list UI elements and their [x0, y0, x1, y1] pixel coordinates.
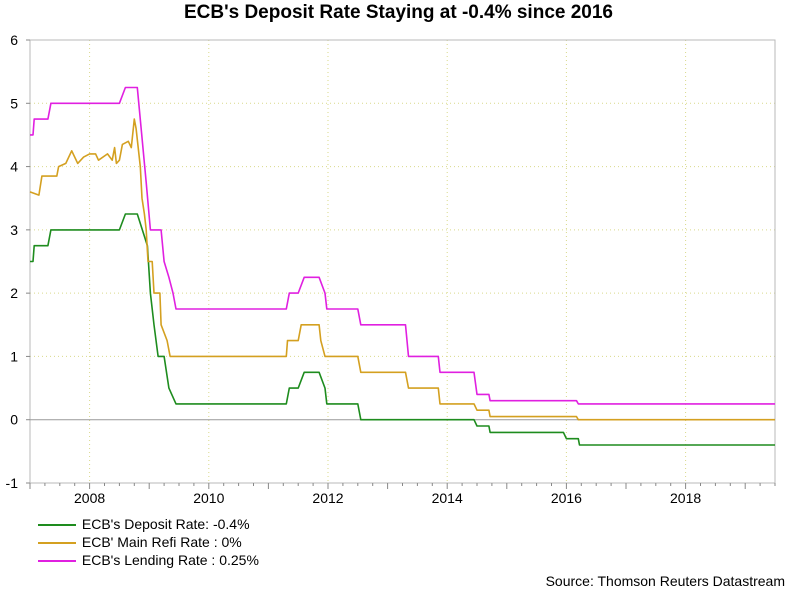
x-tick-label: 2010	[193, 490, 224, 506]
x-tick-label: 2018	[670, 490, 701, 506]
legend-item-deposit-rate: ECB's Deposit Rate: -0.4%	[38, 515, 259, 533]
y-tick-label: 2	[10, 285, 18, 301]
legend: ECB's Deposit Rate: -0.4% ECB' Main Refi…	[38, 515, 259, 569]
y-tick-label: 1	[10, 348, 18, 364]
legend-item-main-refi-rate: ECB' Main Refi Rate : 0%	[38, 533, 259, 551]
legend-label-main-refi-rate: ECB' Main Refi Rate : 0%	[81, 534, 242, 550]
source-note: Source: Thomson Reuters Datastream	[545, 573, 785, 589]
grid-lines	[30, 39, 775, 483]
y-tick-label: 0	[10, 412, 18, 428]
y-tick-label: 3	[10, 222, 18, 238]
legend-swatch-lending-rate	[38, 560, 76, 563]
series-line-lending-rate	[30, 86, 775, 405]
chart-title: ECB's Deposit Rate Staying at -0.4% sinc…	[183, 2, 613, 23]
x-tick-label: 2008	[74, 490, 105, 506]
legend-label-lending-rate: ECB's Lending Rate : 0.25%	[81, 552, 259, 568]
y-tick-label: 4	[10, 159, 18, 175]
legend-swatch-deposit-rate	[38, 524, 76, 527]
y-tick-label: -1	[6, 475, 19, 491]
y-tick-label: 6	[10, 32, 18, 48]
plot-border	[29, 39, 776, 484]
x-tick-label: 2012	[312, 490, 343, 506]
legend-label-deposit-rate: ECB's Deposit Rate: -0.4%	[81, 516, 250, 532]
legend-item-lending-rate: ECB's Lending Rate : 0.25%	[38, 551, 259, 569]
series-lines	[29, 86, 775, 446]
series-line-main-refi-rate	[29, 118, 775, 421]
legend-swatch-main-refi-rate	[38, 542, 76, 545]
x-tick-label: 2014	[432, 490, 463, 506]
x-tick-label: 2016	[551, 490, 582, 506]
y-tick-label: 5	[10, 95, 18, 111]
series-line-deposit-rate	[30, 213, 775, 446]
